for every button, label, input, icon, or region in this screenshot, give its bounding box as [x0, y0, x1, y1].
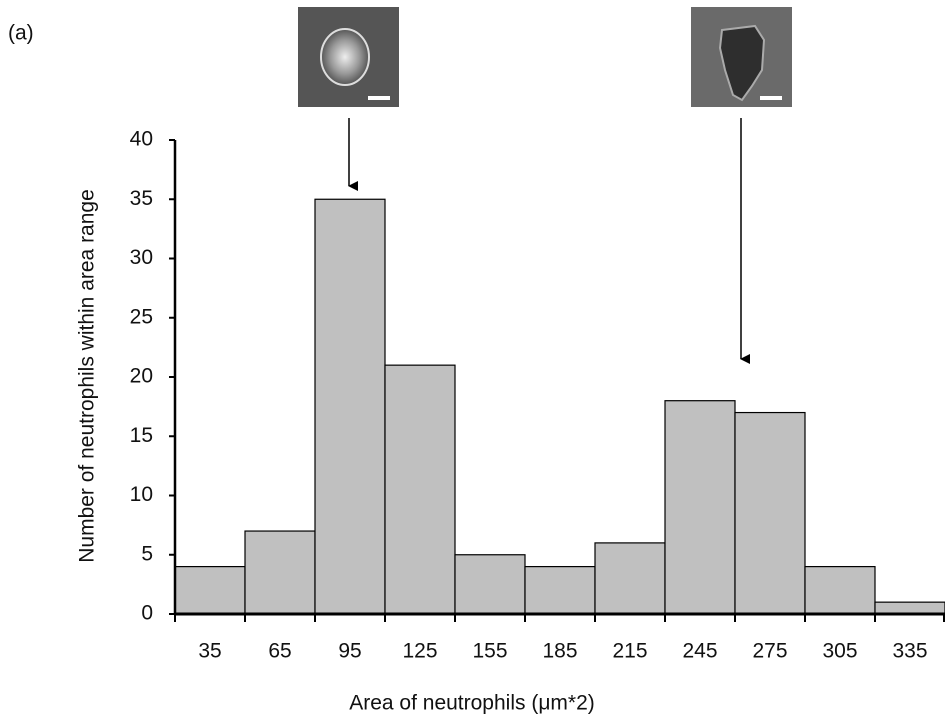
inset-image-round-cell	[298, 7, 399, 107]
y-tick-label: 30	[130, 246, 153, 269]
x-tick-label: 185	[542, 640, 577, 663]
y-axis-label: Number of neutrophils within area range	[76, 189, 99, 563]
bar	[244, 530, 316, 615]
y-tick-label: 40	[130, 128, 153, 151]
y-tick-label: 10	[130, 483, 153, 506]
bar	[524, 565, 596, 615]
y-tick-label: 15	[130, 424, 153, 447]
x-axis-label: Area of neutrophils (μm*2)	[349, 692, 595, 715]
y-tick-label: 0	[141, 602, 153, 625]
x-tick-label: 155	[472, 640, 507, 663]
x-tick-label: 35	[198, 640, 221, 663]
bar	[454, 554, 526, 615]
bar	[734, 411, 806, 615]
bar	[174, 565, 246, 615]
x-tick-label: 125	[402, 640, 437, 663]
x-tick-label: 335	[892, 640, 927, 663]
x-tick-label: 275	[752, 640, 787, 663]
y-tick-label: 5	[141, 542, 153, 565]
x-tick-label: 245	[682, 640, 717, 663]
bar	[664, 400, 736, 615]
x-tick-label: 215	[612, 640, 647, 663]
bar	[384, 364, 456, 615]
bar	[804, 565, 876, 615]
y-tick-label: 25	[130, 305, 153, 328]
bar	[314, 198, 386, 615]
inset-image-spread-cell	[691, 7, 792, 107]
y-tick-label: 35	[130, 187, 153, 210]
bar	[874, 601, 945, 615]
panel-label: (a)	[8, 22, 34, 45]
y-tick-label: 20	[130, 365, 153, 388]
x-tick-label: 65	[268, 640, 291, 663]
x-tick-label: 95	[338, 640, 361, 663]
x-tick-label: 305	[822, 640, 857, 663]
bar	[594, 542, 666, 615]
